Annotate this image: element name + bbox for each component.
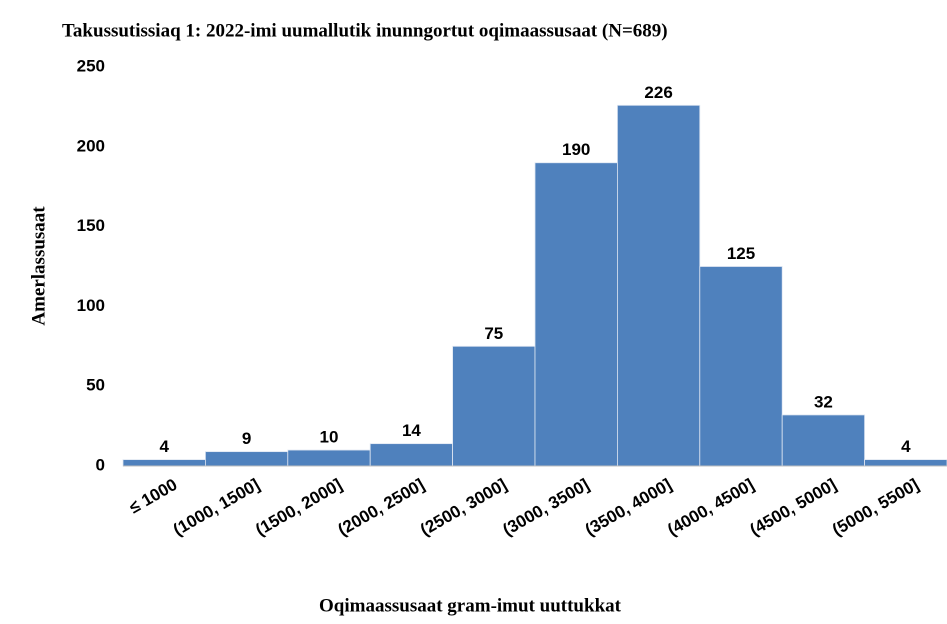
bar [122,459,206,467]
data-label: 75 [484,324,503,343]
x-tick-label: (4000, 4500] [664,475,757,540]
x-tick-label: (3000, 3500] [499,475,592,540]
bar [204,451,289,467]
bar [534,162,618,467]
y-tick-label: 150 [77,216,105,235]
bar [699,266,783,467]
data-label: 226 [644,83,672,102]
x-tick-label: (4500, 5000] [747,475,840,540]
y-axis-label: Amerlassusaat [28,206,49,326]
bar [617,104,701,467]
bar [452,345,536,467]
x-tick-label: (2000, 2500] [335,475,428,540]
data-label: 4 [159,437,169,456]
data-label: 10 [320,428,339,447]
y-tick-label: 0 [96,455,105,474]
bar [864,459,947,467]
x-tick-label: (1500, 2000] [252,475,345,540]
data-label: 9 [242,429,251,448]
y-tick-label: 100 [77,296,105,315]
data-label: 14 [402,421,421,440]
bar [369,443,454,467]
data-label: 190 [562,140,590,159]
x-tick-label: (5000, 5500] [829,475,922,540]
x-tick-label: (3500, 4000] [582,475,675,540]
data-label: 125 [727,244,755,263]
x-tick-label: (1000, 1500] [170,475,263,540]
chart-title: Takussutissiaq 1: 2022-imi uumallutik in… [62,20,668,41]
y-tick-label: 50 [86,376,105,395]
data-label: 32 [814,392,833,411]
y-tick-label: 200 [77,136,105,155]
y-tick-label: 250 [77,56,105,75]
bar [287,449,371,467]
x-axis-label: Oqimaassusaat gram-imut uuttukkat [319,595,622,616]
x-tick-label: ≤ 1000 [126,475,180,517]
data-label: 4 [901,437,911,456]
x-tick-label: (2500, 3000] [417,475,510,540]
bar [781,414,866,467]
